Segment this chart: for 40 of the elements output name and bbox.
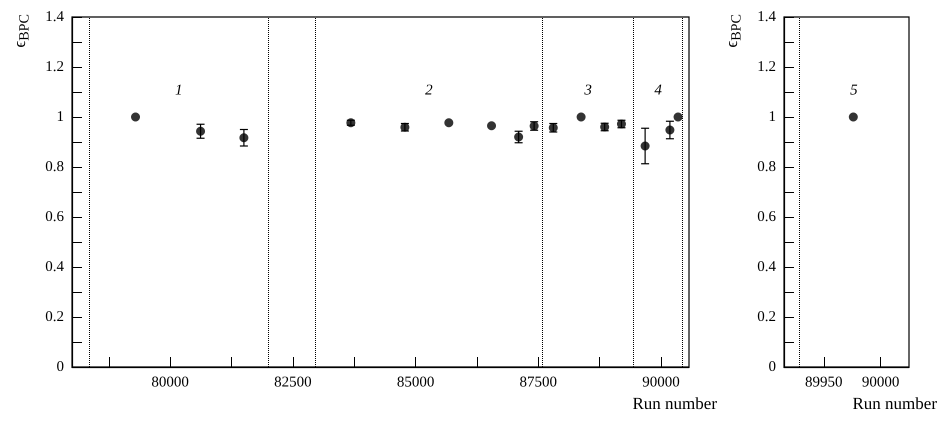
point	[665, 126, 674, 134]
x-tick-label: 82500	[274, 374, 312, 390]
y-tick-label: 0.2	[45, 309, 64, 325]
x-axis-title: Run number	[632, 394, 718, 413]
annotation: 2	[425, 82, 434, 98]
point	[514, 132, 524, 142]
x-tick-label: 80000	[151, 374, 189, 390]
y-tick-label: 0.2	[757, 309, 776, 325]
x-tick-label: 90000	[642, 374, 680, 390]
point	[576, 112, 586, 122]
x-tick-label: 87500	[520, 374, 558, 390]
y-tick-label: 0.6	[45, 209, 64, 225]
x-tick-label: 89950	[805, 374, 843, 390]
annotation: 4	[654, 82, 662, 98]
point	[674, 112, 683, 122]
y-tick-label: 0	[768, 359, 776, 375]
point	[196, 126, 206, 136]
y-tick-label: 1.2	[45, 59, 64, 75]
y-tick-label: 1.4	[757, 9, 776, 25]
y-tick-label: 1	[56, 109, 64, 125]
point	[487, 121, 496, 130]
y-tick-label: 0.8	[757, 159, 776, 175]
annotation: 1	[175, 82, 183, 98]
x-tick-label: 85000	[396, 374, 434, 390]
annotation: 3	[583, 82, 592, 98]
y-tick-label: 0.4	[757, 259, 776, 275]
y-tick-label: 0.8	[45, 159, 64, 175]
point	[131, 112, 140, 122]
x-tick-label: 90000	[862, 374, 900, 390]
x-axis-title: Run number	[852, 394, 938, 413]
point	[640, 142, 650, 150]
point	[444, 118, 454, 128]
y-tick-label: 1	[768, 109, 776, 125]
annotation: 5	[850, 82, 858, 98]
y-tick-label: 1.4	[45, 9, 64, 25]
point	[239, 133, 248, 142]
y-tick-label: 0	[56, 359, 64, 375]
y-tick-label: 0.6	[757, 209, 776, 225]
y-tick-label: 0.4	[45, 259, 64, 275]
y-tick-label: 1.2	[757, 59, 776, 75]
